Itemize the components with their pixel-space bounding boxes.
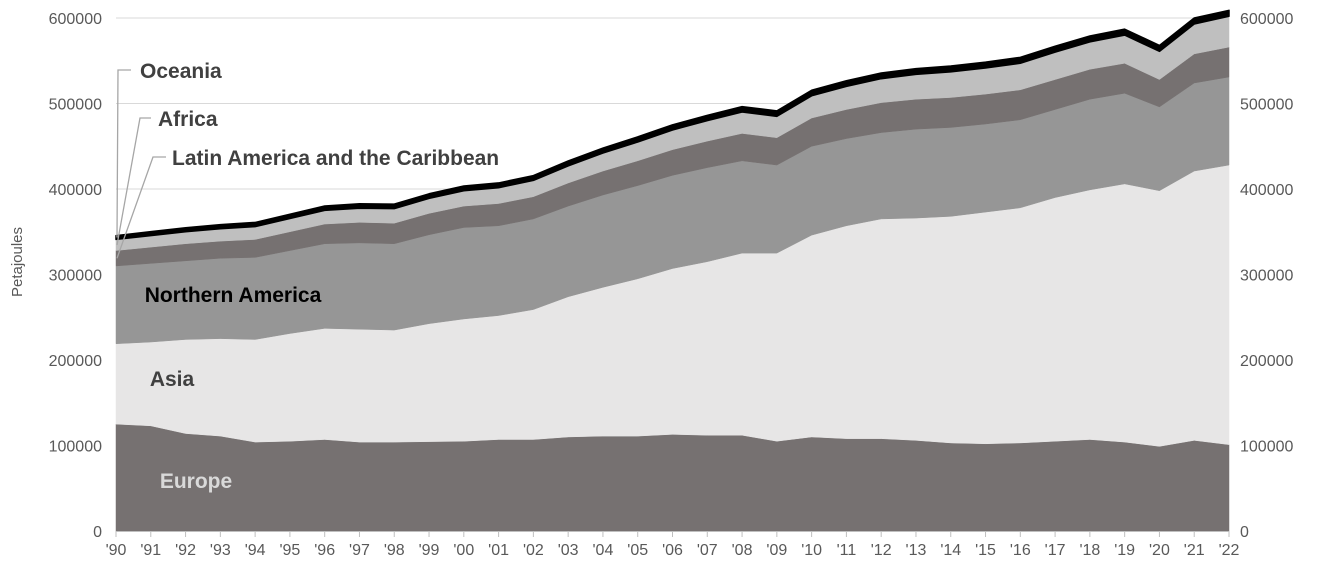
x-tick-label: '08	[732, 542, 753, 559]
x-tick-label: '21	[1184, 542, 1205, 559]
y-tick-label: 0	[93, 524, 102, 541]
label-africa: Africa	[158, 108, 218, 131]
x-tick-label: '13	[906, 542, 927, 559]
x-tick-label: '15	[975, 542, 996, 559]
x-tick-label: '19	[1114, 542, 1135, 559]
x-tick-label: '04	[593, 542, 614, 559]
x-tick-label: '12	[871, 542, 892, 559]
x-tick-label: '92	[175, 542, 196, 559]
x-tick-label: '97	[349, 542, 370, 559]
x-tick-label: '10	[801, 542, 822, 559]
x-tick-label: '02	[523, 542, 544, 559]
series-areas	[115, 9, 1230, 532]
x-tick-label: '98	[384, 542, 405, 559]
y-tick-label: 500000	[49, 97, 102, 114]
y-axis-left-ticks: 0 100000 200000 300000 400000 500000 600000	[49, 11, 102, 541]
y-tick-label-right: 100000	[1240, 439, 1293, 456]
label-asia: Asia	[150, 368, 195, 391]
x-tick-label: '22	[1219, 542, 1240, 559]
label-northern-america: Northern America	[145, 284, 322, 307]
x-tick-label: '90	[106, 542, 127, 559]
x-tick-label: '03	[558, 542, 579, 559]
x-tick-label: '17	[1045, 542, 1066, 559]
y-axis-title: Petajoules	[9, 227, 26, 297]
x-tick-label: '11	[837, 542, 857, 559]
label-latin-america-and-the-caribbean: Latin America and the Caribbean	[172, 147, 499, 170]
area-oceania	[115, 9, 1230, 241]
x-tick-label: '06	[662, 542, 683, 559]
x-tick-label: '94	[245, 542, 266, 559]
y-axis-right-ticks: 0 100000 200000 300000 400000 500000 600000	[1240, 11, 1293, 541]
y-tick-label: 400000	[49, 182, 102, 199]
label-europe: Europe	[160, 470, 232, 493]
y-tick-label-right: 600000	[1240, 11, 1293, 28]
y-tick-label-right: 0	[1240, 524, 1249, 541]
y-tick-label-right: 200000	[1240, 353, 1293, 370]
x-tick-label: '93	[210, 542, 231, 559]
y-tick-label-right: 400000	[1240, 182, 1293, 199]
leader-line-oceania	[116, 69, 131, 238]
y-tick-label-right: 500000	[1240, 97, 1293, 114]
x-tick-label: '05	[627, 542, 648, 559]
x-tick-label: '00	[453, 542, 474, 559]
x-tick-label: '20	[1149, 542, 1170, 559]
x-tick-label: '01	[488, 542, 509, 559]
y-tick-label: 600000	[49, 11, 102, 28]
x-tick-label: '07	[697, 542, 718, 559]
label-oceania: Oceania	[140, 60, 222, 83]
x-tick-label: '18	[1079, 542, 1100, 559]
x-tick-label: '91	[140, 542, 161, 559]
x-tick-label: '96	[314, 542, 335, 559]
y-tick-label: 300000	[49, 268, 102, 285]
x-tick-label: '99	[419, 542, 440, 559]
x-tick-label: '16	[1010, 542, 1031, 559]
x-axis-ticks: '90 '91 '92 '93 '94 '95 '96 '97 '98 '99 '00 '01 '02 '…	[106, 531, 1240, 559]
x-tick-label: '95	[279, 542, 300, 559]
leader-line-latin-america-and-the-caribbean	[116, 156, 166, 259]
series-labels: Europe Asia Northern America Oceania Africa L…	[116, 60, 499, 493]
x-tick-label: '14	[940, 542, 961, 559]
y-tick-label-right: 300000	[1240, 268, 1293, 285]
leader-line-africa	[116, 117, 151, 246]
y-tick-label: 100000	[49, 439, 102, 456]
y-tick-label: 200000	[49, 353, 102, 370]
x-tick-label: '09	[766, 542, 787, 559]
